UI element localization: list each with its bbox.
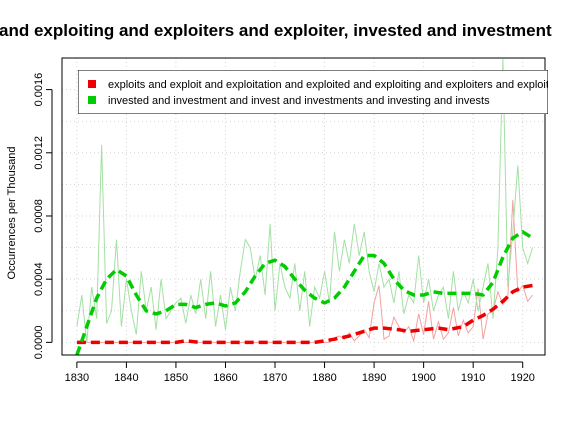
x-tick-label: 1870 [263, 372, 287, 384]
x-tick-label: 1890 [362, 372, 386, 384]
chart-title: and exploiting and exploiters and exploi… [0, 21, 552, 40]
y-tick-label: 0.0012 [33, 136, 45, 170]
x-tick-label: 1900 [411, 372, 435, 384]
series-1-smooth-line [76, 283, 533, 345]
x-tick-label: 1840 [114, 372, 138, 384]
legend-box [78, 70, 548, 114]
y-tick-label: 0.0000 [33, 326, 45, 360]
x-tick-label: 1860 [213, 372, 237, 384]
x-tick-label: 1910 [461, 372, 485, 384]
y-tick-label: 0.0004 [33, 262, 45, 296]
smoothed-series [75, 230, 534, 356]
y-axis: 0.0000 0.0004 0.0008 0.0012 0.0016 [33, 73, 53, 360]
y-axis-label: Occurrences per Thousand [6, 146, 18, 279]
legend-swatch [88, 96, 96, 104]
x-axis: 1830 1840 1850 1860 1870 1880 1890 1900 1910 1920 [65, 361, 535, 384]
legend: exploits and exploit and exploitation an… [78, 70, 559, 114]
plot-frame [61, 57, 546, 356]
x-tick-label: 1830 [65, 372, 89, 384]
x-tick-label: 1850 [164, 372, 188, 384]
series-2-raw-line [76, 58, 534, 343]
y-tick-label: 0.0008 [33, 199, 45, 233]
series-2-smooth-line [75, 230, 534, 356]
x-tick-label: 1920 [510, 372, 534, 384]
legend-label: invested and investment and invest and i… [108, 95, 490, 107]
y-tick-label: 0.0016 [33, 73, 45, 107]
legend-label: exploits and exploit and exploitation an… [108, 79, 559, 91]
x-tick-label: 1880 [312, 372, 336, 384]
legend-swatch [88, 80, 96, 88]
